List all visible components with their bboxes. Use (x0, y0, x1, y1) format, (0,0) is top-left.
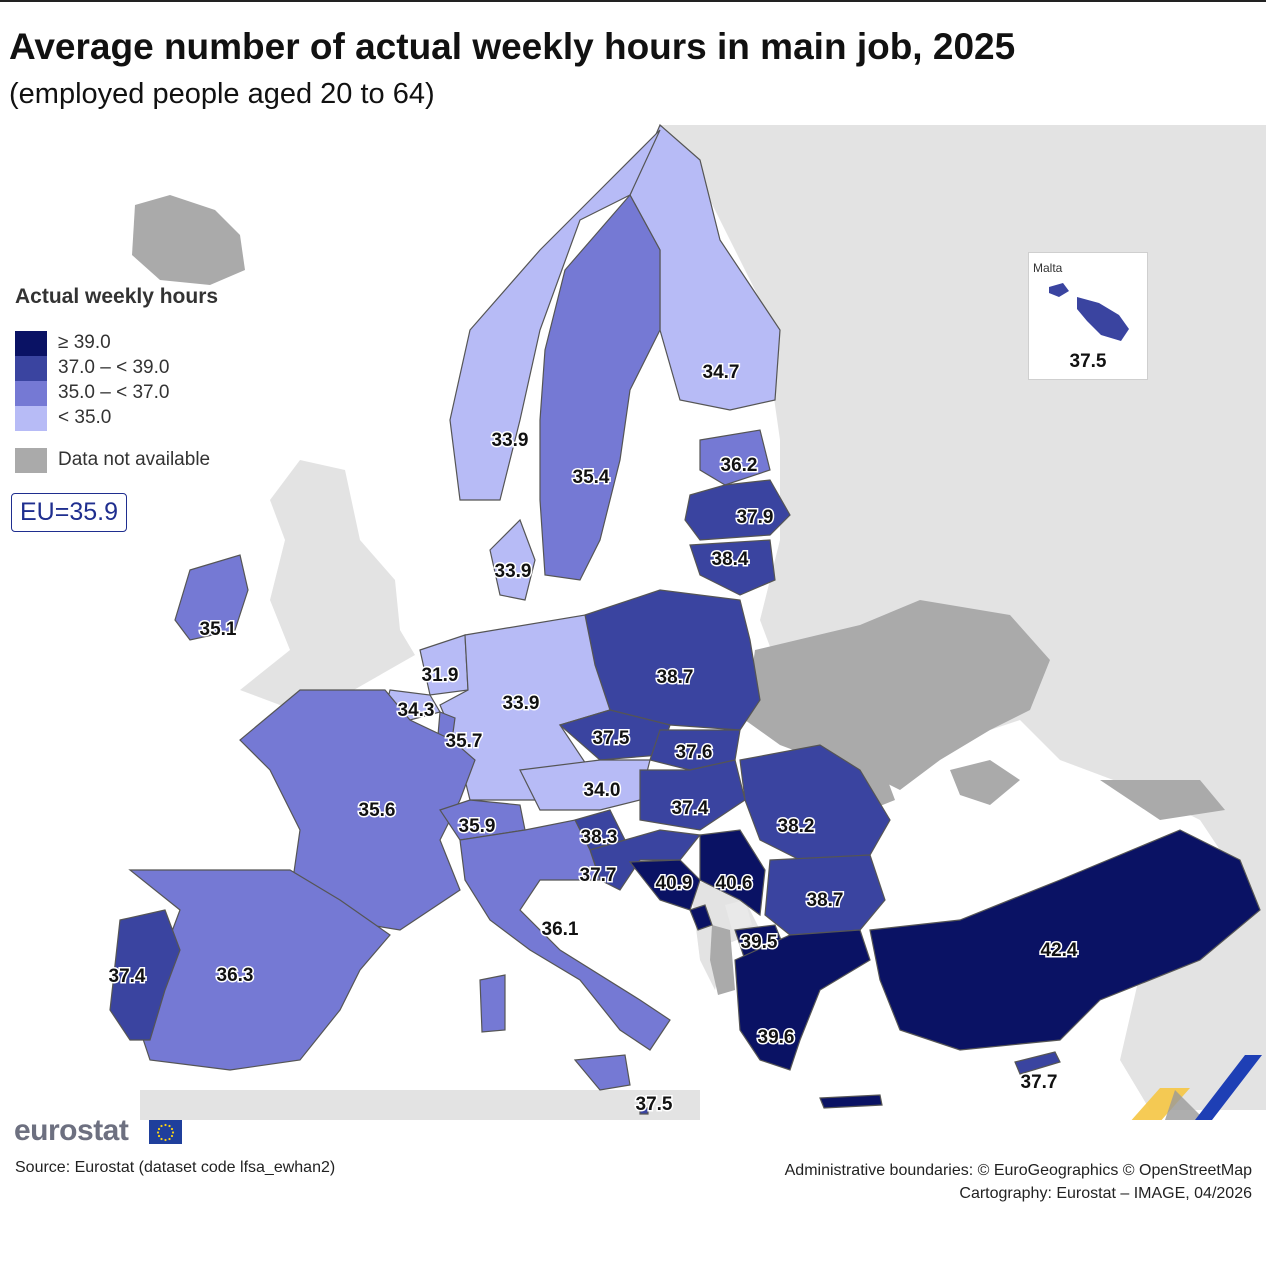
credits-line-2: Cartography: Eurostat – IMAGE, 04/2026 (959, 1185, 1252, 1202)
value-labels: 34.7 35.4 33.9 36.2 37.9 38.4 33.9 35.1 … (107, 361, 1079, 1117)
iceland-shape (132, 195, 245, 285)
legend-swatch (15, 381, 47, 406)
cyprus-shape (1014, 1051, 1061, 1075)
legend-swatch (15, 356, 47, 381)
value-label-hungary: 37.4 (672, 798, 709, 819)
eu-flag-icon (149, 1120, 182, 1144)
ukraine-shape (745, 600, 1050, 790)
greece-shape (734, 929, 871, 1071)
legend-label: 35.0 – < 37.0 (58, 382, 170, 403)
switzerland-shape (439, 799, 526, 841)
hungary-shape (639, 759, 746, 831)
value-label-portugal: 37.4 (109, 966, 146, 987)
legend-label: Data not available (58, 449, 211, 470)
legend-swatch (15, 448, 47, 473)
value-label-france: 35.6 (359, 800, 396, 821)
poland-shape (584, 589, 761, 731)
value-label-lithuania: 38.4 (712, 549, 749, 570)
italy-shape (459, 819, 671, 1051)
value-label-croatia: 37.7 (580, 865, 617, 886)
montenegro-shape (689, 904, 713, 931)
value-label-romania: 38.2 (778, 816, 815, 837)
source-note: Source: Eurostat (dataset code lfsa_ewha… (15, 1159, 336, 1176)
value-label-slovakia: 37.6 (676, 742, 713, 763)
north-africa-landmass (140, 1090, 700, 1120)
value-label-austria: 34.0 (584, 780, 621, 801)
value-label-switzerland: 35.9 (459, 816, 496, 837)
portugal-shape (109, 909, 181, 1041)
sardinia-shape (479, 974, 506, 1033)
norway-shape (449, 129, 661, 501)
value-label-luxembourg: 35.7 (446, 731, 483, 752)
legend-label: < 35.0 (58, 407, 112, 428)
eu-stars-icon (156, 1123, 175, 1142)
lithuania-shape (689, 539, 776, 596)
inset-value: 37.5 (1069, 351, 1107, 372)
eurostat-mark (1131, 1055, 1262, 1120)
value-label-serbia: 40.6 (716, 873, 753, 894)
value-label-slovenia: 38.3 (581, 827, 618, 848)
value-label-bosnia: 40.9 (656, 873, 693, 894)
value-label-ireland: 35.1 (200, 619, 237, 640)
value-label-spain: 36.3 (217, 965, 254, 986)
value-label-denmark: 33.9 (495, 561, 532, 582)
eu-average-badge: EU=35.9 (11, 493, 127, 532)
country-fills (109, 124, 1261, 1115)
moldova-shape (840, 745, 895, 810)
value-label-poland: 38.7 (657, 667, 694, 688)
crimea-shape (950, 760, 1020, 805)
legend-label: 37.0 – < 39.0 (58, 357, 170, 378)
value-label-belgium: 34.3 (398, 700, 435, 721)
value-label-malta: 37.5 (636, 1094, 673, 1115)
malta-dot (639, 1107, 649, 1115)
value-label-cyprus: 37.7 (1021, 1072, 1058, 1093)
value-label-germany: 33.9 (503, 693, 540, 714)
value-label-estonia: 36.2 (721, 455, 758, 476)
credits-note: Administrative boundaries: © EuroGeograp… (785, 1159, 1252, 1205)
albania-shape (710, 925, 735, 995)
eurostat-logo: eurostat (14, 1114, 129, 1147)
map-subtitle: (employed people aged 20 to 64) (9, 78, 435, 110)
map-title: Average number of actual weekly hours in… (9, 26, 1016, 67)
legend-label: ≥ 39.0 (58, 332, 111, 353)
sweden-shape (539, 193, 661, 581)
value-label-greece: 39.6 (758, 1027, 795, 1048)
ireland-shape (174, 554, 249, 641)
denmark-shape (489, 518, 536, 601)
malta-inset-shape (1049, 283, 1129, 341)
value-label-italy: 36.1 (542, 919, 579, 940)
value-label-turkiye: 42.4 (1041, 940, 1078, 961)
value-label-czechia: 37.5 (593, 728, 630, 749)
legend-swatch (15, 331, 47, 356)
bosnia-shape (628, 859, 701, 911)
caucasus-shape (1100, 780, 1225, 820)
value-label-sweden: 35.4 (573, 467, 610, 488)
value-label-north-macedonia: 39.5 (741, 932, 778, 953)
kosovo-shape (725, 900, 752, 930)
credits-line-1: Administrative boundaries: © EuroGeograp… (784, 1162, 1252, 1179)
value-label-finland: 34.7 (703, 362, 740, 383)
top-rule (0, 0, 1266, 2)
legend-swatch (15, 406, 47, 431)
latvia-shape (684, 479, 791, 541)
value-label-netherlands: 31.9 (422, 665, 459, 686)
value-label-bulgaria: 38.7 (807, 890, 844, 911)
estonia-shape (699, 429, 771, 486)
malta-inset: Malta 37.5 (1028, 252, 1148, 380)
uk-landmass (240, 460, 415, 705)
serbia-shape (699, 829, 766, 917)
crete-shape (819, 1094, 883, 1109)
inset-name: Malta (1033, 261, 1063, 275)
sicily-shape (573, 1054, 631, 1091)
france-shape (239, 689, 476, 931)
turkiye-shape (869, 829, 1261, 1051)
value-label-norway: 33.9 (492, 430, 529, 451)
value-label-latvia: 37.9 (737, 507, 774, 528)
legend-title: Actual weekly hours (15, 285, 219, 308)
